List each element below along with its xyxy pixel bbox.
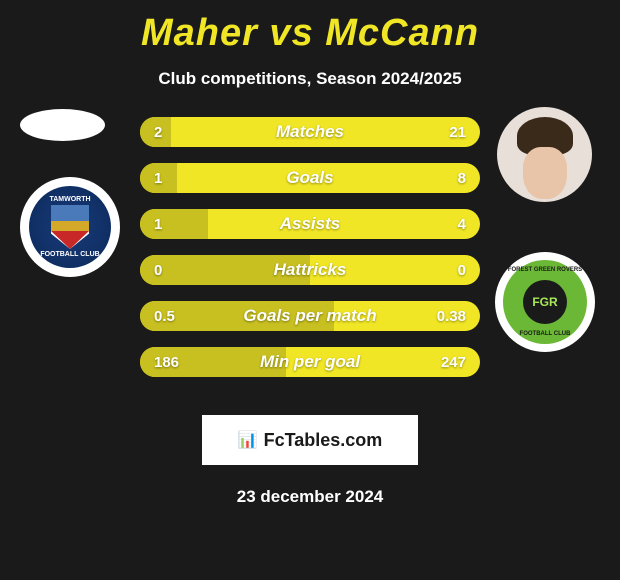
stat-left-value: 0 (154, 262, 204, 279)
avatar-face (523, 147, 567, 199)
player-left-club-badge: TAMWORTH FOOTBALL CLUB (20, 177, 120, 277)
footer-date: 23 december 2024 (0, 487, 620, 507)
comparison-content: TAMWORTH FOOTBALL CLUB FOREST GREEN ROVE… (0, 117, 620, 397)
stat-right-value: 0.38 (416, 308, 466, 325)
stat-row-goals-per-match: 0.5 Goals per match 0.38 (140, 301, 480, 331)
stat-left-value: 1 (154, 216, 204, 233)
stat-right-value: 4 (416, 216, 466, 233)
badge-right-text-top: FOREST GREEN ROVERS (503, 267, 587, 273)
stat-label: Hattricks (204, 260, 416, 280)
chart-icon: 📊 (238, 430, 258, 450)
badge-left-text-bottom: FOOTBALL CLUB (29, 251, 111, 258)
stat-left-value: 1 (154, 170, 204, 187)
stat-label: Assists (204, 214, 416, 234)
stat-left-value: 2 (154, 124, 204, 141)
badge-right-ring: FOREST GREEN ROVERS FGR FOOTBALL CLUB (503, 260, 587, 344)
stat-right-value: 21 (416, 124, 466, 141)
badge-left-shield-bot (51, 231, 89, 249)
stats-container: 2 Matches 21 1 Goals 8 1 Assists 4 0 Hat… (140, 117, 480, 393)
badge-left-ring: TAMWORTH FOOTBALL CLUB (29, 186, 111, 268)
badge-left-shield-top (51, 205, 89, 221)
badge-left-shield-mid (51, 221, 89, 231)
stat-left-value: 0.5 (154, 308, 204, 325)
badge-right-center: FGR (523, 280, 567, 324)
source-logo-text: FcTables.com (264, 430, 383, 451)
stat-label: Goals per match (204, 306, 416, 326)
stat-right-value: 247 (416, 354, 466, 371)
stat-row-hattricks: 0 Hattricks 0 (140, 255, 480, 285)
player-right-avatar (497, 107, 592, 202)
stat-right-value: 8 (416, 170, 466, 187)
stat-label: Matches (204, 122, 416, 142)
player-right-club-badge: FOREST GREEN ROVERS FGR FOOTBALL CLUB (495, 252, 595, 352)
stat-row-matches: 2 Matches 21 (140, 117, 480, 147)
stat-row-assists: 1 Assists 4 (140, 209, 480, 239)
stat-right-value: 0 (416, 262, 466, 279)
badge-right-text-bottom: FOOTBALL CLUB (503, 331, 587, 337)
stat-row-min-per-goal: 186 Min per goal 247 (140, 347, 480, 377)
stat-label: Min per goal (204, 352, 416, 372)
player-left-avatar (20, 109, 105, 141)
comparison-title: Maher vs McCann (0, 0, 620, 55)
comparison-subtitle: Club competitions, Season 2024/2025 (0, 69, 620, 89)
source-logo: 📊 FcTables.com (202, 415, 418, 465)
stat-left-value: 186 (154, 354, 204, 371)
badge-left-text-top: TAMWORTH (29, 196, 111, 203)
stat-label: Goals (204, 168, 416, 188)
stat-row-goals: 1 Goals 8 (140, 163, 480, 193)
